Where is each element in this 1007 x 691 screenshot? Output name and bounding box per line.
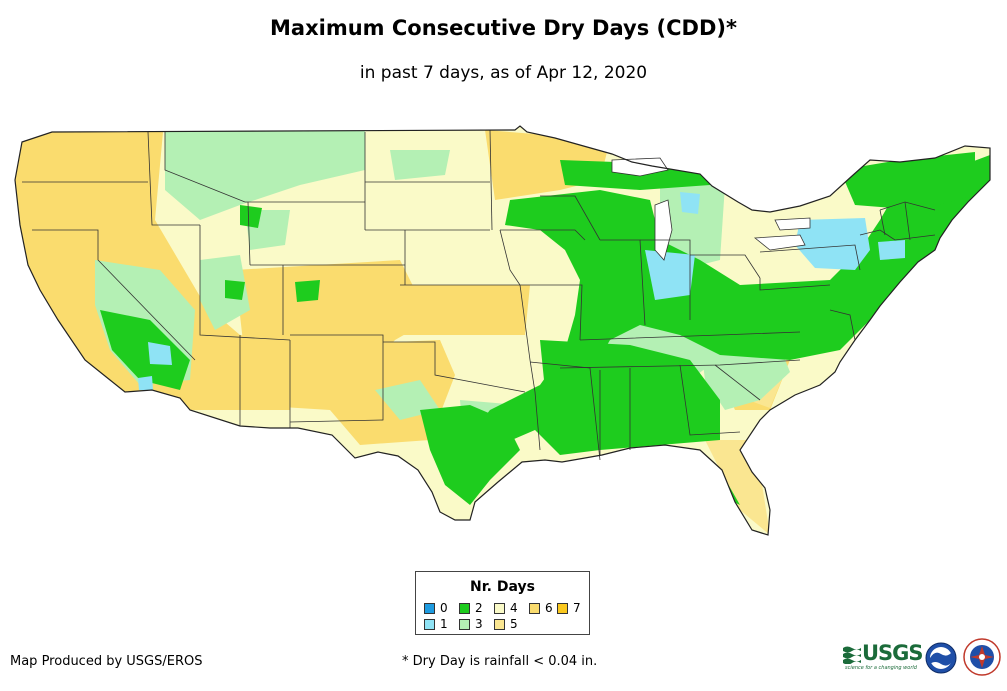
usgs-wave-icon xyxy=(843,646,861,664)
map-credit: Map Produced by USGS/EROS xyxy=(10,654,203,669)
legend-item-7: 7 xyxy=(557,601,581,615)
legend-item-1: 1 xyxy=(424,617,448,631)
nws-logo-icon xyxy=(963,638,1001,676)
legend-swatch-6 xyxy=(529,602,540,614)
dry-day-footnote: * Dry Day is rainfall < 0.04 in. xyxy=(402,654,598,669)
legend-swatch-3 xyxy=(459,618,470,630)
legend-box: Nr. Days 0 1 2 3 4 5 6 7 xyxy=(415,571,590,635)
usgs-logo: USGS science for a changing world xyxy=(843,641,924,674)
legend-swatch-0 xyxy=(424,602,435,614)
legend-swatch-5 xyxy=(494,618,505,630)
noaa-logo-icon xyxy=(925,642,957,674)
legend-label-4: 4 xyxy=(510,601,518,615)
legend-swatch-4 xyxy=(494,602,505,614)
legend-label-0: 0 xyxy=(440,601,448,615)
legend-label-2: 2 xyxy=(475,601,483,615)
legend-item-2: 2 xyxy=(459,601,483,615)
legend-swatch-7 xyxy=(557,602,568,614)
map-title: Maximum Consecutive Dry Days (CDD)* xyxy=(270,16,737,40)
usgs-wordmark: USGS xyxy=(862,641,924,665)
legend-swatch-1 xyxy=(424,618,435,630)
legend-item-3: 3 xyxy=(459,617,483,631)
legend-label-5: 5 xyxy=(510,617,518,631)
usgs-tagline: science for a changing world xyxy=(845,665,917,671)
legend-title: Nr. Days xyxy=(470,579,535,595)
legend-label-1: 1 xyxy=(440,617,448,631)
legend-label-7: 7 xyxy=(573,601,581,615)
legend-item-5: 5 xyxy=(494,617,518,631)
legend-swatch-2 xyxy=(459,602,470,614)
legend-label-6: 6 xyxy=(545,601,553,615)
map-subtitle: in past 7 days, as of Apr 12, 2020 xyxy=(359,63,648,83)
legend-item-4: 4 xyxy=(494,601,518,615)
legend-item-6: 6 xyxy=(529,601,553,615)
legend-item-0: 0 xyxy=(424,601,448,615)
legend-label-3: 3 xyxy=(475,617,483,631)
conus-cdd-map xyxy=(14,125,991,536)
